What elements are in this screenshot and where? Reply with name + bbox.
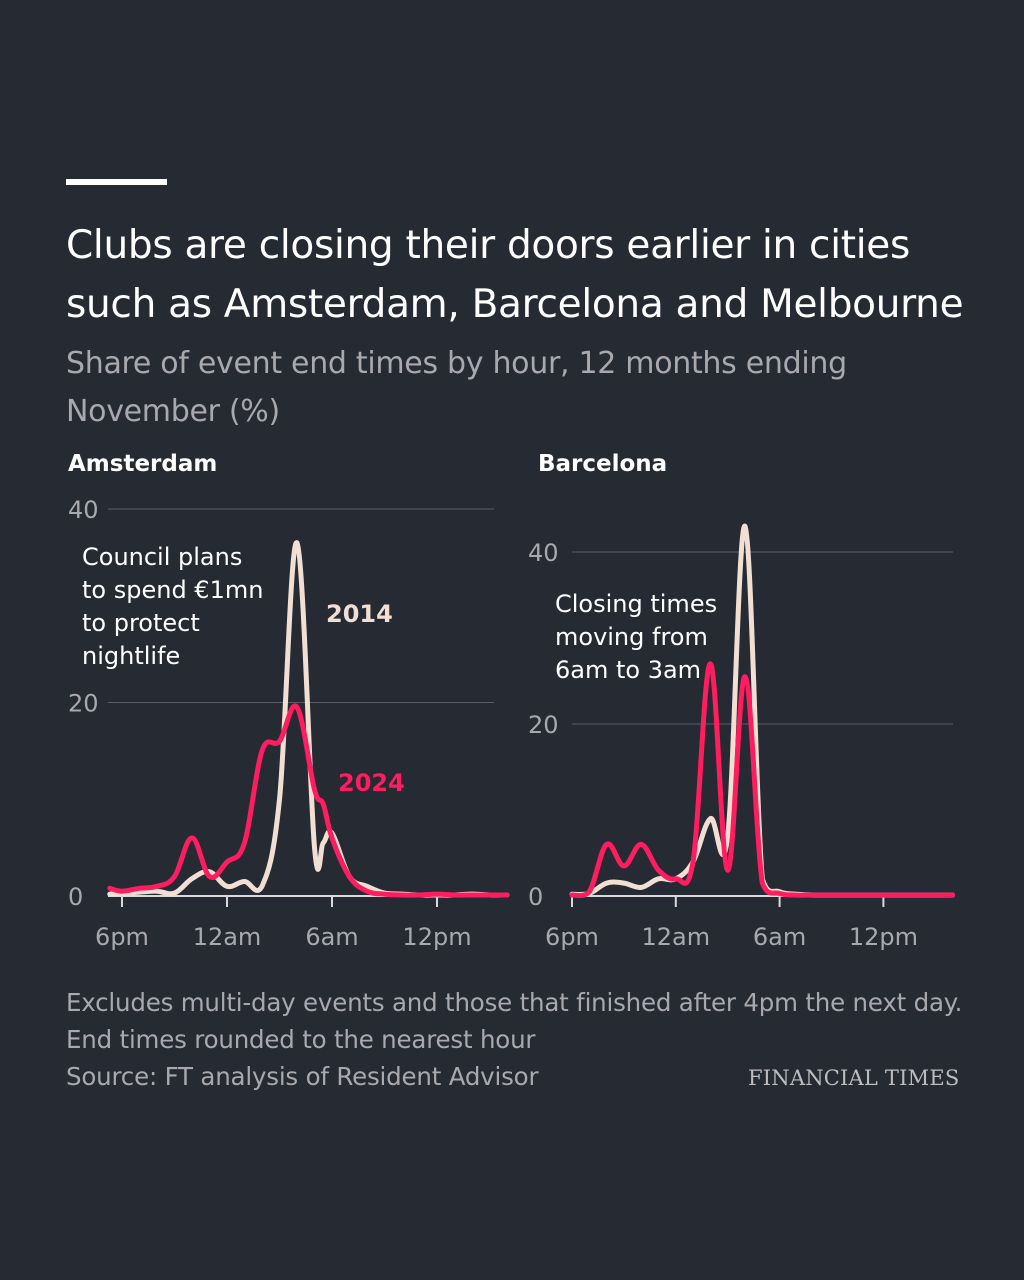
- y-tick-label: 40: [68, 496, 99, 524]
- series-label-2014: 2014: [326, 600, 393, 628]
- x-tick-label: 6am: [753, 923, 806, 951]
- x-tick-label: 12am: [641, 923, 710, 951]
- panel-title-barcelona: Barcelona: [538, 451, 667, 477]
- annotation-line: Council plans: [82, 543, 242, 571]
- panel-barcelona: Barcelona 0 20 40 6pm 12am 6am 12pm Closing t…: [528, 451, 956, 951]
- y-tick-label: 20: [68, 690, 99, 718]
- x-tick-label: 12pm: [402, 923, 471, 951]
- y-tick-label: 0: [68, 883, 83, 911]
- annotation-line: to protect: [82, 609, 200, 637]
- panel-title-amsterdam: Amsterdam: [68, 451, 217, 477]
- annotation-line: Closing times: [555, 590, 717, 618]
- annotation-line: 6am to 3am: [555, 656, 701, 684]
- series-line-2014: [569, 523, 956, 898]
- panel-amsterdam: Amsterdam 0 20 40 6pm 12am 6am 12pm Council p…: [68, 451, 510, 951]
- annotation-line: nightlife: [82, 642, 180, 670]
- chart-subtitle: Share of event end times by hour, 12 mon…: [66, 346, 847, 429]
- series-label-2024: 2024: [338, 769, 405, 797]
- x-tick-label: 12pm: [849, 923, 918, 951]
- y-tick-label: 0: [528, 883, 543, 911]
- y-tick-label: 20: [528, 711, 559, 739]
- series-line-2024: [569, 661, 956, 899]
- charts-svg: Amsterdam 0 20 40 6pm 12am 6am 12pm Council p…: [68, 451, 956, 951]
- annotation-barcelona: Closing times moving from 6am to 3am: [555, 590, 725, 684]
- series-line-2024: [107, 703, 510, 898]
- annotation-line: to spend €1mn: [82, 576, 263, 604]
- y-tick-label: 40: [528, 539, 559, 567]
- source-note: Source: FT analysis of Resident Advisor: [66, 1062, 539, 1091]
- footnote: Excludes multi-day events and those that…: [66, 988, 963, 1054]
- publisher-logo: FINANCIAL TIMES: [748, 1066, 960, 1090]
- x-tick-label: 6pm: [95, 923, 149, 951]
- x-tick-label: 6pm: [545, 923, 599, 951]
- header-rule: [66, 179, 167, 185]
- x-tick-label: 12am: [193, 923, 262, 951]
- annotation-line: moving from: [555, 623, 708, 651]
- x-tick-label: 6am: [305, 923, 358, 951]
- chart-title: Clubs are closing their doors earlier in…: [66, 223, 964, 327]
- annotation-amsterdam: Council plans to spend €1mn to protect n…: [82, 543, 271, 670]
